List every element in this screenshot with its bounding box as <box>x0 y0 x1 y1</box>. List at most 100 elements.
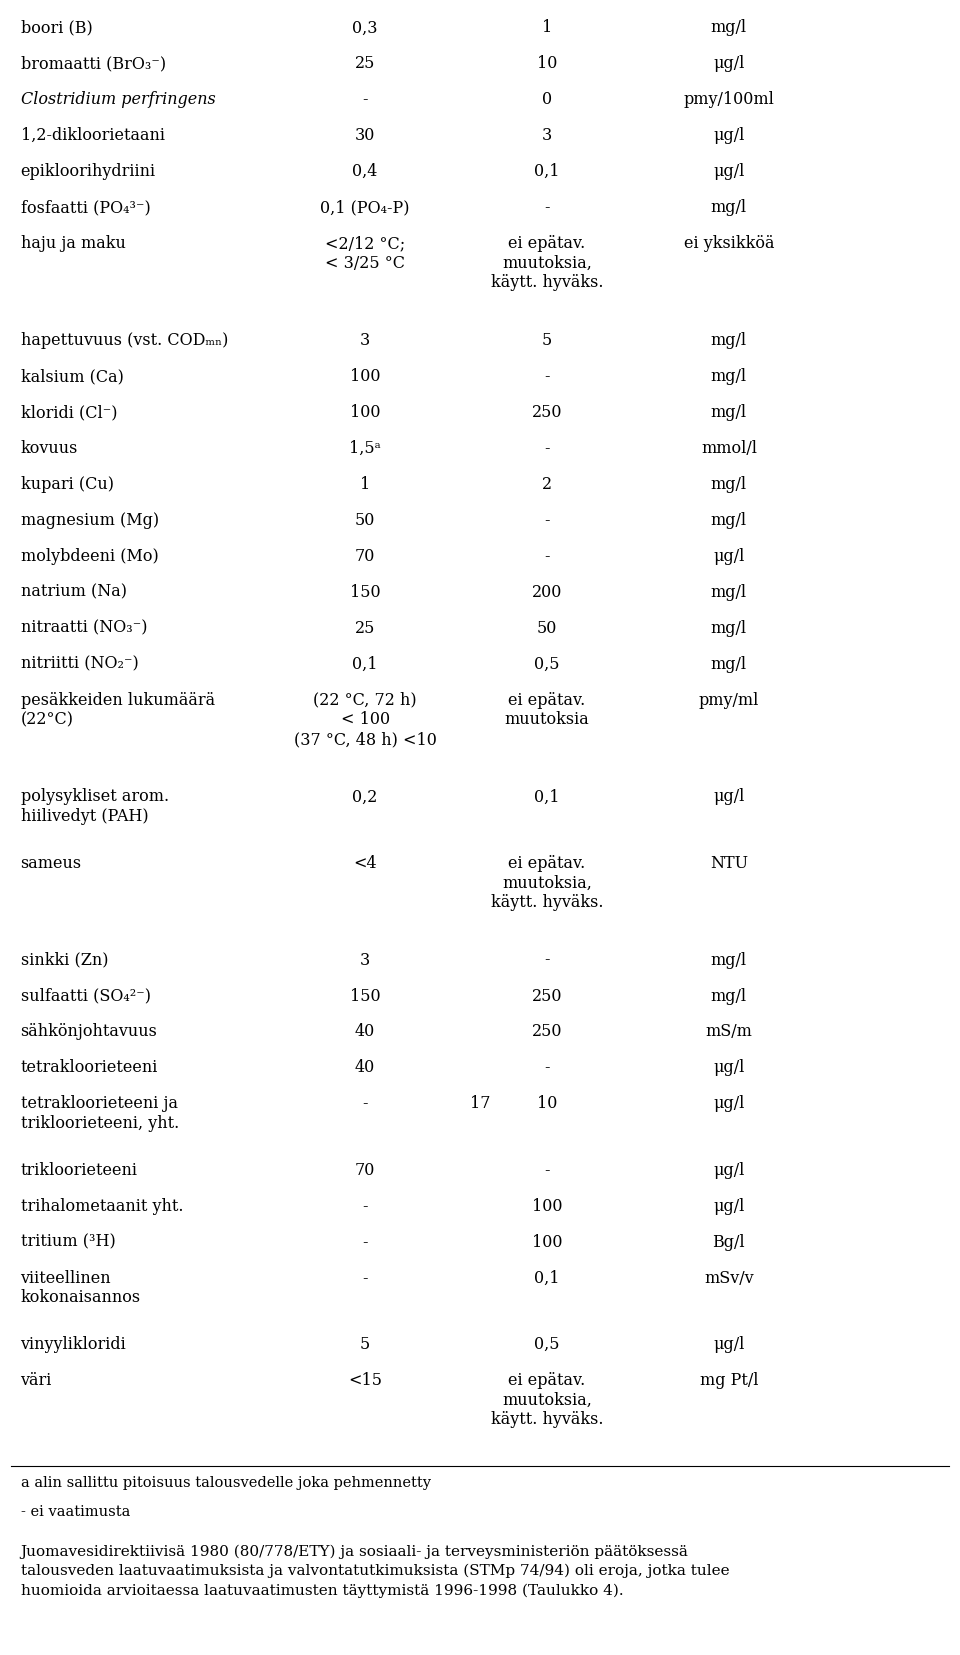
Text: 5: 5 <box>360 1336 371 1354</box>
Text: mg/l: mg/l <box>710 333 747 349</box>
Text: 1,2-dikloorietaani: 1,2-dikloorietaani <box>20 127 164 144</box>
Text: 70: 70 <box>355 548 375 564</box>
Text: sameus: sameus <box>20 856 82 872</box>
Text: boori (B): boori (B) <box>20 20 92 36</box>
Text: mg/l: mg/l <box>710 367 747 386</box>
Text: a alin sallittu pitoisuus talousvedelle joka pehmennetty: a alin sallittu pitoisuus talousvedelle … <box>20 1476 430 1490</box>
Text: Clostridium perfringens: Clostridium perfringens <box>20 91 215 108</box>
Text: 0,3: 0,3 <box>352 20 378 36</box>
Text: nitriitti (NO₂⁻): nitriitti (NO₂⁻) <box>20 655 138 674</box>
Text: 10: 10 <box>537 1096 557 1112</box>
Text: <2/12 °C;
< 3/25 °C: <2/12 °C; < 3/25 °C <box>325 235 405 271</box>
Text: 1: 1 <box>360 477 371 493</box>
Text: 25: 25 <box>355 621 375 637</box>
Text: 3: 3 <box>360 333 371 349</box>
Text: 150: 150 <box>349 988 380 1005</box>
Text: polysykliset arom.
hiilivedyt (PAH): polysykliset arom. hiilivedyt (PAH) <box>20 788 169 826</box>
Text: tritium (³H): tritium (³H) <box>20 1233 115 1251</box>
Text: 0,1: 0,1 <box>535 788 560 806</box>
Text: sähkönjohtavuus: sähkönjohtavuus <box>20 1023 157 1041</box>
Text: 0,1 (PO₄-P): 0,1 (PO₄-P) <box>321 199 410 217</box>
Text: mmol/l: mmol/l <box>701 440 756 457</box>
Text: ei epätav.
muutoksia,
käytt. hyväks.: ei epätav. muutoksia, käytt. hyväks. <box>491 235 603 291</box>
Text: 0,4: 0,4 <box>352 164 378 180</box>
Text: ei yksikköä: ei yksikköä <box>684 235 774 252</box>
Text: μg/l: μg/l <box>713 1198 745 1215</box>
Text: väri: väri <box>20 1372 52 1389</box>
Text: kovuus: kovuus <box>20 440 78 457</box>
Text: μg/l: μg/l <box>713 1096 745 1112</box>
Text: 100: 100 <box>349 404 380 420</box>
Text: 10: 10 <box>537 55 557 73</box>
Text: 100: 100 <box>532 1233 563 1251</box>
Text: 50: 50 <box>537 621 557 637</box>
Text: -: - <box>362 1096 368 1112</box>
Text: 3: 3 <box>541 127 552 144</box>
Text: 250: 250 <box>532 1023 563 1041</box>
Text: -: - <box>544 440 550 457</box>
Text: 2: 2 <box>542 477 552 493</box>
Text: trikloorieteeni: trikloorieteeni <box>20 1162 137 1178</box>
Text: mS/m: mS/m <box>706 1023 753 1041</box>
Text: 1,5ᵃ: 1,5ᵃ <box>349 440 381 457</box>
Text: mg/l: mg/l <box>710 477 747 493</box>
Text: 0,1: 0,1 <box>535 1269 560 1286</box>
Text: 0: 0 <box>542 91 552 108</box>
Text: 17: 17 <box>469 1096 491 1112</box>
Text: mg Pt/l: mg Pt/l <box>700 1372 758 1389</box>
Text: -: - <box>362 1233 368 1251</box>
Text: magnesium (Mg): magnesium (Mg) <box>20 511 158 530</box>
Text: mg/l: mg/l <box>710 199 747 217</box>
Text: mg/l: mg/l <box>710 584 747 601</box>
Text: μg/l: μg/l <box>713 127 745 144</box>
Text: pmy/100ml: pmy/100ml <box>684 91 775 108</box>
Text: 200: 200 <box>532 584 563 601</box>
Text: fosfaatti (PO₄³⁻): fosfaatti (PO₄³⁻) <box>20 199 151 217</box>
Text: tetrakloorieteeni: tetrakloorieteeni <box>20 1059 157 1076</box>
Text: -: - <box>544 548 550 564</box>
Text: molybdeeni (Mo): molybdeeni (Mo) <box>20 548 158 564</box>
Text: 40: 40 <box>355 1059 375 1076</box>
Text: 100: 100 <box>349 367 380 386</box>
Text: kloridi (Cl⁻): kloridi (Cl⁻) <box>20 404 117 420</box>
Text: mg/l: mg/l <box>710 655 747 674</box>
Text: ei epätav.
muutoksia,
käytt. hyväks.: ei epätav. muutoksia, käytt. hyväks. <box>491 1372 603 1428</box>
Text: 40: 40 <box>355 1023 375 1041</box>
Text: kalsium (Ca): kalsium (Ca) <box>20 367 124 386</box>
Text: 250: 250 <box>532 404 563 420</box>
Text: Bg/l: Bg/l <box>712 1233 745 1251</box>
Text: μg/l: μg/l <box>713 788 745 806</box>
Text: nitraatti (NO₃⁻): nitraatti (NO₃⁻) <box>20 621 147 637</box>
Text: (22 °C, 72 h)
< 100
(37 °C, 48 h) <10: (22 °C, 72 h) < 100 (37 °C, 48 h) <10 <box>294 692 437 748</box>
Text: -: - <box>544 1059 550 1076</box>
Text: μg/l: μg/l <box>713 1162 745 1178</box>
Text: -: - <box>544 511 550 530</box>
Text: 1: 1 <box>541 20 552 36</box>
Text: μg/l: μg/l <box>713 55 745 73</box>
Text: sinkki (Zn): sinkki (Zn) <box>20 952 108 968</box>
Text: Juomavesidirektiivisä 1980 (80/778/ETY) ja sosiaali- ja terveysministeriön päätö: Juomavesidirektiivisä 1980 (80/778/ETY) … <box>20 1544 730 1597</box>
Text: hapettuvuus (vst. CODₘₙ): hapettuvuus (vst. CODₘₙ) <box>20 333 228 349</box>
Text: μg/l: μg/l <box>713 164 745 180</box>
Text: 25: 25 <box>355 55 375 73</box>
Text: 5: 5 <box>541 333 552 349</box>
Text: NTU: NTU <box>709 856 748 872</box>
Text: -: - <box>544 952 550 968</box>
Text: - ei vaatimusta: - ei vaatimusta <box>20 1504 130 1519</box>
Text: mg/l: mg/l <box>710 20 747 36</box>
Text: 0,5: 0,5 <box>535 655 560 674</box>
Text: ei epätav.
muutoksia,
käytt. hyväks.: ei epätav. muutoksia, käytt. hyväks. <box>491 856 603 910</box>
Text: 50: 50 <box>355 511 375 530</box>
Text: epikloorihydriini: epikloorihydriini <box>20 164 156 180</box>
Text: -: - <box>544 1162 550 1178</box>
Text: μg/l: μg/l <box>713 1059 745 1076</box>
Text: 0,1: 0,1 <box>352 655 378 674</box>
Text: -: - <box>544 199 550 217</box>
Text: mg/l: mg/l <box>710 511 747 530</box>
Text: μg/l: μg/l <box>713 548 745 564</box>
Text: kupari (Cu): kupari (Cu) <box>20 477 113 493</box>
Text: 100: 100 <box>532 1198 563 1215</box>
Text: bromaatti (BrO₃⁻): bromaatti (BrO₃⁻) <box>20 55 166 73</box>
Text: ei epätav.
muutoksia: ei epätav. muutoksia <box>505 692 589 728</box>
Text: -: - <box>362 1269 368 1286</box>
